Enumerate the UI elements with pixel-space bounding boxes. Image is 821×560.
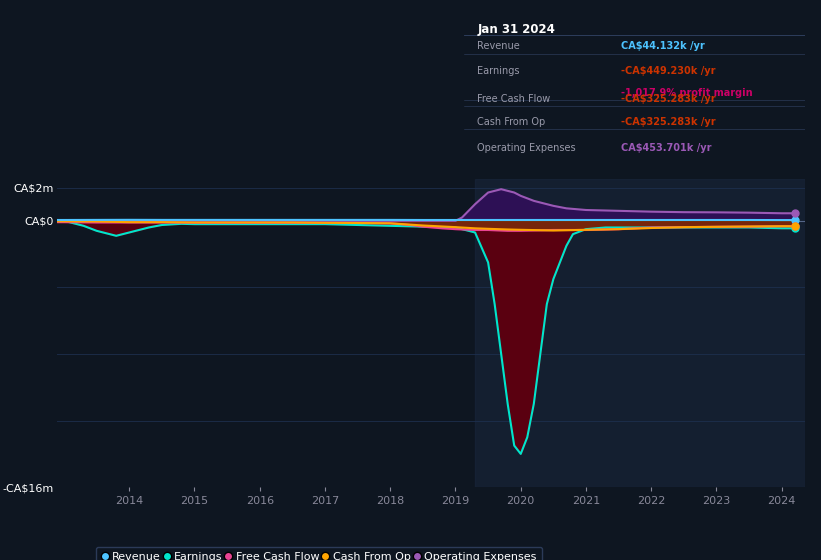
Text: Operating Expenses: Operating Expenses (478, 143, 576, 153)
Text: Revenue: Revenue (478, 41, 521, 52)
Text: -CA$325.283k /yr: -CA$325.283k /yr (621, 94, 715, 104)
Text: Earnings: Earnings (478, 66, 520, 76)
Text: Free Cash Flow: Free Cash Flow (478, 94, 551, 104)
Text: -CA$325.283k /yr: -CA$325.283k /yr (621, 117, 715, 127)
Text: Jan 31 2024: Jan 31 2024 (478, 23, 555, 36)
Text: CA$453.701k /yr: CA$453.701k /yr (621, 143, 711, 153)
Text: -CA$449.230k /yr: -CA$449.230k /yr (621, 66, 715, 76)
Text: -1,017.9% profit margin: -1,017.9% profit margin (621, 88, 752, 97)
Text: Cash From Op: Cash From Op (478, 117, 546, 127)
Text: CA$44.132k /yr: CA$44.132k /yr (621, 41, 704, 52)
Bar (475, 179, 805, 487)
Legend: Revenue, Earnings, Free Cash Flow, Cash From Op, Operating Expenses: Revenue, Earnings, Free Cash Flow, Cash … (96, 547, 542, 560)
